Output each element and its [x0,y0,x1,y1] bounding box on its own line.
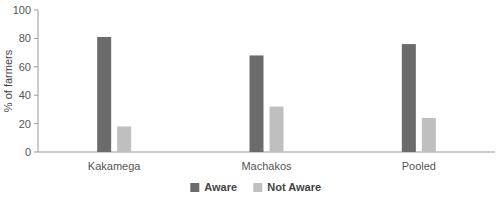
chart: 0 20 40 60 80 100 % of farmers Kakamega Machakos… [0,0,500,199]
bars [97,37,436,152]
y-axis [38,10,39,152]
bar [270,107,284,152]
y-tick [34,66,38,67]
y-tick [34,38,38,39]
y-tick-label: 0 [25,146,31,158]
bar [422,118,436,152]
legend-label: Aware [204,181,237,193]
x-tick-label: Kakamega [88,160,141,172]
y-tick [34,152,38,153]
legend-swatch [190,183,199,192]
y-tick-label: 100 [13,4,31,16]
y-axis-label: % of farmers [2,49,14,112]
y-tick [34,123,38,124]
bar [117,126,131,152]
y-tick-label: 60 [19,61,31,73]
y-tick-label: 80 [19,32,31,44]
y-tick-label: 40 [19,89,31,101]
legend-swatch [253,183,262,192]
y-tick [34,10,38,11]
y-tick [34,95,38,96]
x-tick-label: Pooled [402,160,436,172]
legend: Aware Not Aware [190,181,321,193]
y-tick-label: 20 [19,118,31,130]
bar [97,37,111,152]
bar [402,44,416,152]
bar [250,55,264,152]
x-tick-label: Machakos [241,160,292,172]
legend-label: Not Aware [267,181,321,193]
